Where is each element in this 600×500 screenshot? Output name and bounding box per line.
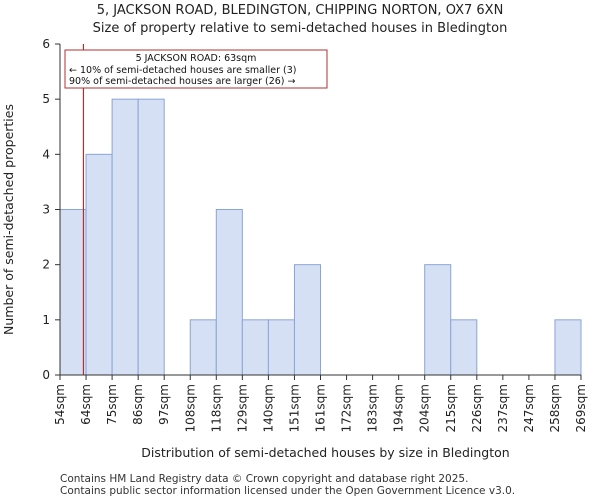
x-tick-label: 204sqm (418, 384, 432, 432)
x-tick-label: 194sqm (392, 384, 406, 432)
histogram-bar (215, 209, 243, 376)
x-tick-label: 183sqm (366, 384, 380, 432)
histogram-bar (59, 209, 87, 376)
x-tick-label: 269sqm (574, 384, 588, 432)
y-axis-title: Number of semi-detached properties (1, 104, 16, 335)
histogram-chart: 0 1 2 3 4 5 6 54sqm 64sqm 75sqm 86sqm 97sqm 108sqm 11… (1, 37, 588, 460)
chart-subtitle: Size of property relative to semi-detach… (92, 21, 508, 36)
histogram-bar (450, 319, 478, 376)
annotation-smaller: ← 10% of semi-detached houses are smalle… (69, 65, 297, 76)
y-tick-label: 0 (42, 368, 50, 382)
x-tick-label: 215sqm (444, 384, 458, 432)
x-tick-label: 86sqm (131, 384, 145, 425)
histogram-bar (424, 264, 452, 376)
annotation-title: 5 JACKSON ROAD: 63sqm (136, 53, 257, 64)
x-tick-label: 226sqm (470, 384, 484, 432)
x-tick-label: 237sqm (496, 384, 510, 432)
footer-copyright: Contains HM Land Registry data © Crown c… (60, 473, 469, 485)
x-tick-label: 97sqm (157, 384, 171, 425)
x-tick-label: 54sqm (53, 384, 67, 425)
chart-title: 5, JACKSON ROAD, BLEDINGTON, CHIPPING NO… (96, 3, 504, 18)
histogram-bar (554, 319, 582, 376)
y-tick-label: 3 (42, 203, 50, 217)
y-tick-label: 6 (42, 37, 50, 51)
annotation-box (64, 49, 328, 89)
x-tick-label: 172sqm (340, 384, 354, 432)
histogram-bar (189, 319, 217, 376)
histogram-bar (137, 98, 165, 376)
y-tick-label: 2 (42, 258, 50, 272)
annotation-larger: 90% of semi-detached houses are larger (… (69, 76, 296, 87)
histogram-bar (293, 264, 322, 376)
histogram-bar (267, 319, 295, 376)
x-tick-label: 75sqm (105, 384, 119, 425)
x-tick-label: 129sqm (235, 384, 249, 432)
x-tick-label: 161sqm (314, 384, 328, 432)
x-tick-label: 64sqm (79, 384, 93, 425)
x-tick-label: 151sqm (287, 384, 301, 432)
y-tick-label: 5 (42, 92, 50, 106)
histogram-bar (85, 153, 113, 376)
x-tick-label: 258sqm (548, 384, 562, 432)
x-tick-label: 247sqm (522, 384, 536, 432)
y-tick-label: 4 (42, 147, 50, 161)
histogram-bar (111, 98, 139, 376)
x-tick-label: 118sqm (209, 384, 223, 432)
x-axis-title: Distribution of semi-detached houses by … (141, 445, 509, 460)
x-tick-label: 108sqm (183, 384, 197, 432)
x-tick-label: 140sqm (261, 384, 275, 432)
footer-licence: Contains public sector information licen… (60, 485, 516, 497)
histogram-bar (241, 319, 269, 376)
y-tick-label: 1 (42, 313, 50, 327)
